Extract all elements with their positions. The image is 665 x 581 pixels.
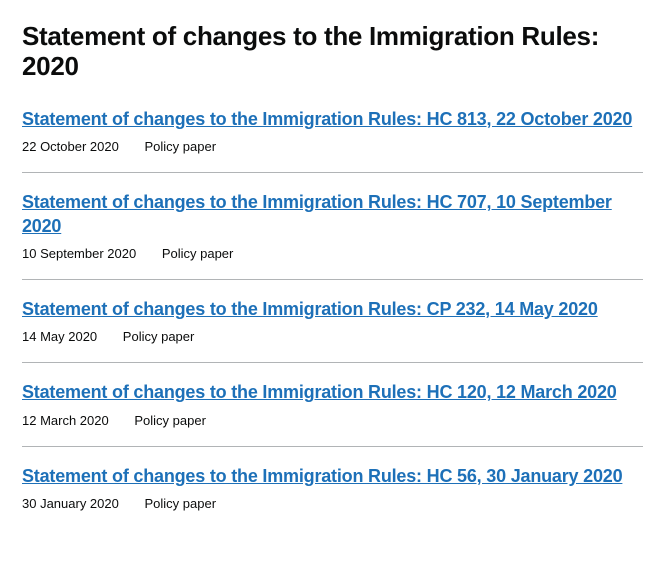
document-type: Policy paper <box>144 496 216 511</box>
document-item: Statement of changes to the Immigration … <box>22 108 643 173</box>
document-type: Policy paper <box>134 413 206 428</box>
document-meta: 30 January 2020 Policy paper <box>22 496 643 511</box>
document-link[interactable]: Statement of changes to the Immigration … <box>22 298 598 321</box>
document-link[interactable]: Statement of changes to the Immigration … <box>22 465 622 488</box>
document-item: Statement of changes to the Immigration … <box>22 280 643 363</box>
document-link[interactable]: Statement of changes to the Immigration … <box>22 108 632 131</box>
document-meta: 12 March 2020 Policy paper <box>22 413 643 428</box>
document-list: Statement of changes to the Immigration … <box>22 108 643 529</box>
document-date: 30 January 2020 <box>22 496 119 511</box>
document-meta: 22 October 2020 Policy paper <box>22 139 643 154</box>
document-link[interactable]: Statement of changes to the Immigration … <box>22 381 617 404</box>
document-item: Statement of changes to the Immigration … <box>22 363 643 446</box>
document-date: 22 October 2020 <box>22 139 119 154</box>
document-type: Policy paper <box>144 139 216 154</box>
document-date: 14 May 2020 <box>22 329 97 344</box>
document-item: Statement of changes to the Immigration … <box>22 173 643 280</box>
document-type: Policy paper <box>162 246 234 261</box>
document-date: 10 September 2020 <box>22 246 136 261</box>
document-meta: 14 May 2020 Policy paper <box>22 329 643 344</box>
page-title: Statement of changes to the Immigration … <box>22 22 643 82</box>
document-type: Policy paper <box>123 329 195 344</box>
document-meta: 10 September 2020 Policy paper <box>22 246 643 261</box>
document-date: 12 March 2020 <box>22 413 109 428</box>
document-link[interactable]: Statement of changes to the Immigration … <box>22 191 643 238</box>
document-item: Statement of changes to the Immigration … <box>22 447 643 529</box>
